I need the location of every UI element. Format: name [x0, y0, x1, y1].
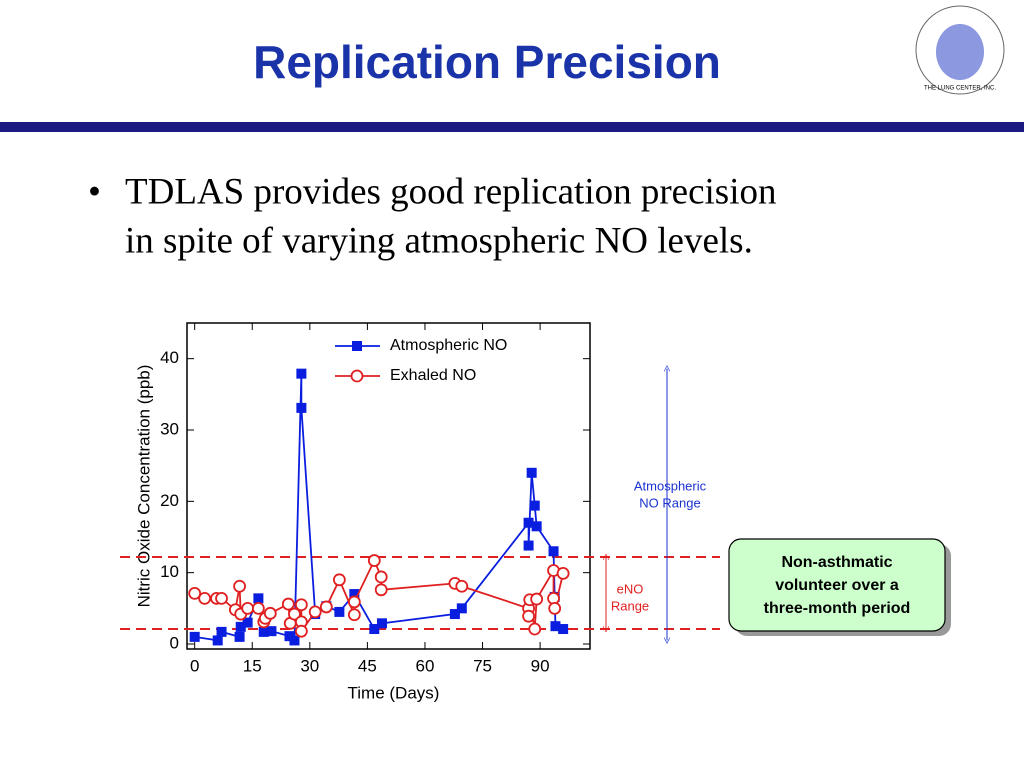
series-line — [194, 373, 564, 643]
title-rule — [0, 122, 1024, 132]
data-point — [294, 624, 308, 638]
chart: 0 15 30 45 60 75 90 0 10 20 30 40 Time (Days) Nitric … — [120, 322, 720, 702]
data-point — [281, 597, 295, 611]
data-point — [528, 622, 542, 636]
data-point — [349, 589, 360, 600]
data-point — [234, 631, 245, 642]
range-label: Range — [611, 598, 649, 613]
x-tick-label: 90 — [531, 656, 550, 675]
data-point — [308, 605, 322, 619]
data-point — [241, 601, 255, 615]
callout-text: Non-asthmatic — [781, 554, 892, 571]
x-tick-label: 15 — [243, 656, 262, 675]
data-point — [455, 579, 469, 593]
x-tick-label: 45 — [358, 656, 377, 675]
data-point — [376, 618, 387, 629]
data-point — [215, 591, 228, 605]
data-point — [296, 402, 307, 413]
data-point — [548, 546, 559, 557]
data-point — [522, 609, 535, 623]
data-point — [556, 566, 570, 580]
data-point — [198, 591, 212, 605]
data-point — [530, 592, 544, 606]
data-point — [188, 586, 202, 600]
data-point — [251, 601, 265, 615]
data-point — [266, 626, 277, 637]
data-point — [289, 635, 300, 646]
y-tick-label: 10 — [160, 562, 179, 581]
data-point — [294, 598, 308, 612]
data-point — [558, 624, 569, 635]
data-point — [263, 606, 277, 620]
data-point — [296, 368, 307, 379]
data-point — [253, 593, 264, 604]
data-point — [347, 595, 361, 609]
data-point — [189, 631, 200, 642]
data-point — [523, 540, 534, 551]
x-tick-label: 60 — [416, 656, 435, 675]
plot-frame — [186, 322, 591, 650]
data-point — [550, 621, 561, 632]
legend-label: Exhaled NO — [390, 367, 476, 384]
data-point — [258, 626, 269, 637]
data-point — [347, 608, 361, 622]
data-point — [374, 583, 388, 597]
data-point — [526, 467, 537, 478]
data-point — [374, 570, 388, 584]
callout-text: three-month period — [764, 600, 911, 617]
logo-text: THE LUNG CENTER, INC. — [924, 86, 996, 92]
range-label: NO Range — [639, 495, 700, 510]
y-tick-label: 40 — [160, 348, 179, 367]
data-point — [242, 617, 253, 628]
x-tick-label: 0 — [190, 656, 199, 675]
range-label: eNO — [617, 581, 644, 596]
data-point — [334, 606, 345, 617]
legend-label: Atmospheric NO — [390, 337, 507, 354]
legend-marker — [352, 341, 362, 351]
callout-box — [728, 538, 946, 632]
x-tick-label: 30 — [300, 656, 319, 675]
logo-lungs — [936, 24, 984, 80]
data-point — [449, 609, 460, 620]
x-tick-label: 75 — [473, 656, 492, 675]
x-axis-label: Time (Days) — [348, 683, 440, 702]
y-tick-label: 20 — [160, 491, 179, 510]
bullet-line: TDLAS provides good replication precisio… — [125, 171, 776, 212]
data-point — [212, 635, 223, 646]
data-point — [288, 607, 301, 621]
data-point — [367, 554, 381, 567]
data-point — [233, 579, 246, 593]
bullet-line: in spite of varying atmospheric NO level… — [125, 220, 753, 261]
y-tick-label: 30 — [160, 419, 179, 438]
data-point — [529, 500, 540, 511]
data-point — [456, 603, 467, 614]
bullet-marker: • — [88, 171, 101, 212]
data-point — [332, 573, 346, 587]
data-point — [523, 517, 534, 528]
data-point — [369, 624, 380, 635]
range-label: Atmospheric — [634, 478, 707, 493]
data-point — [216, 626, 227, 637]
data-point — [531, 521, 542, 532]
slide-title: Replication Precision — [253, 36, 721, 88]
y-axis-label: Nitric Oxide Concentration (ppb) — [134, 365, 153, 608]
data-point — [319, 600, 333, 614]
y-tick-label: 0 — [170, 633, 179, 652]
data-point — [548, 601, 562, 615]
legend-marker — [350, 369, 364, 383]
callout-text: volunteer over a — [775, 577, 899, 594]
data-point — [235, 621, 246, 632]
